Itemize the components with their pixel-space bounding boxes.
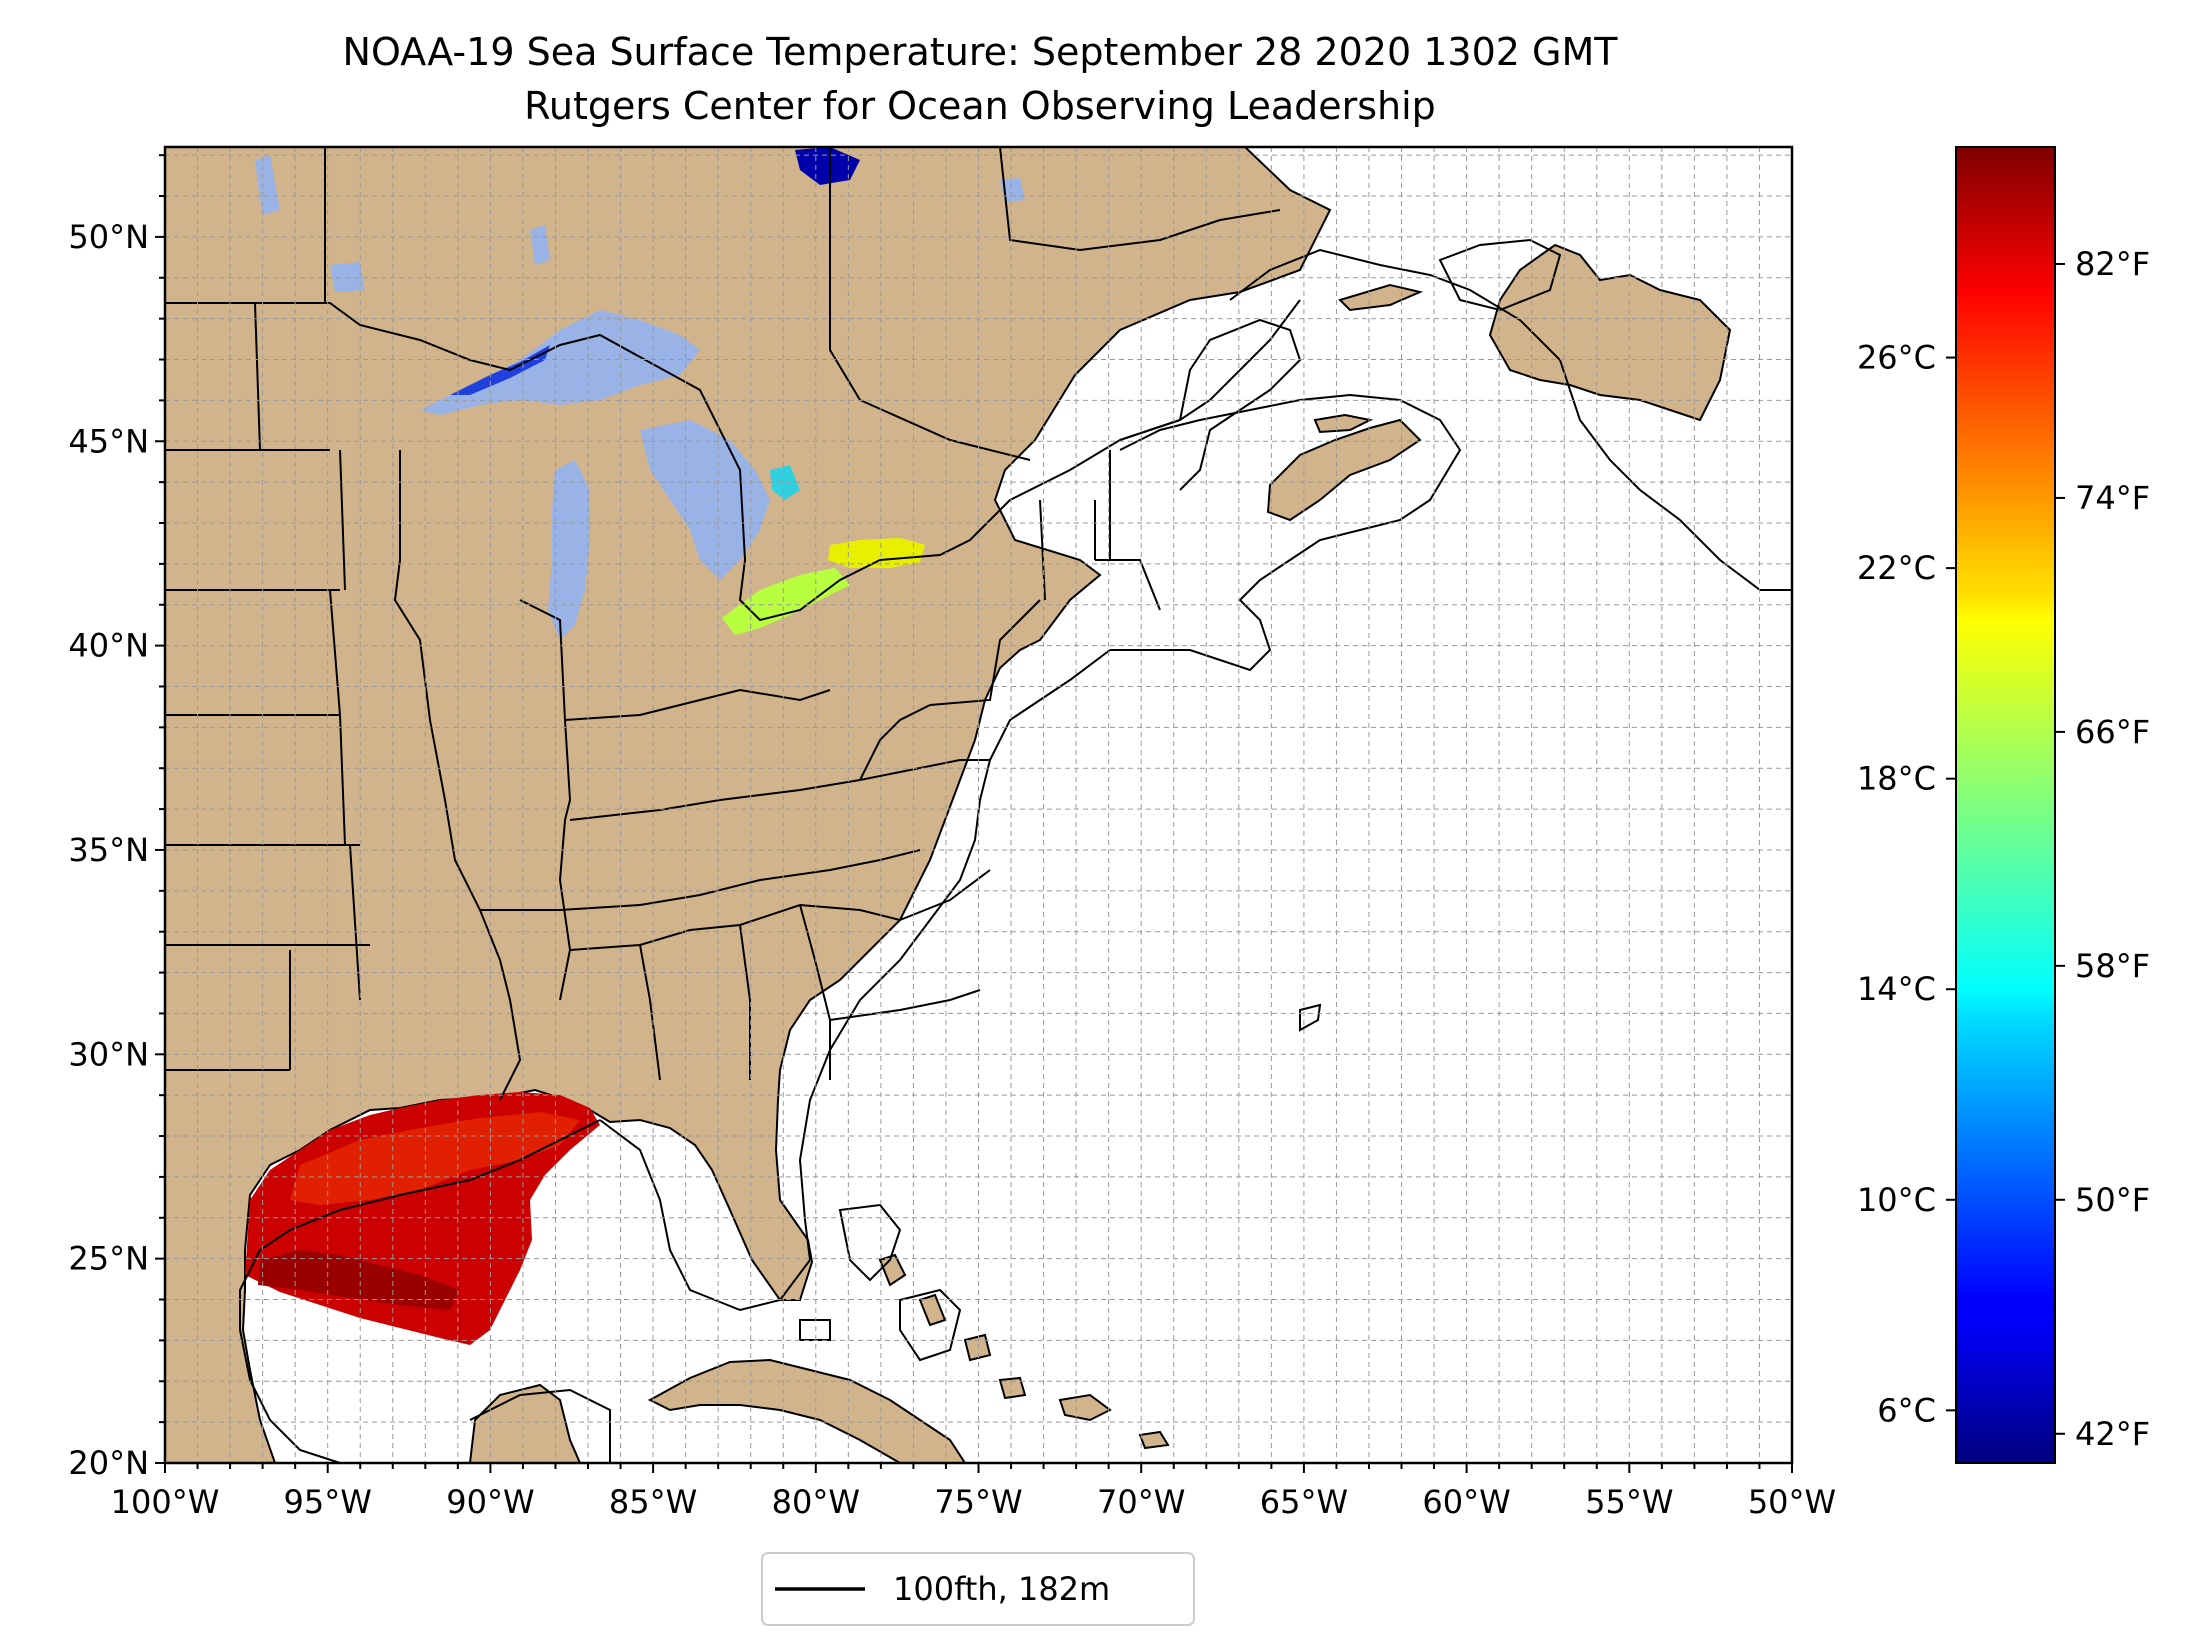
sst-hudson-bay-dark <box>795 147 860 185</box>
sst-lake-ontario <box>828 538 925 568</box>
lat-tick-label: 45°N <box>68 422 149 460</box>
colorbar-fahrenheit-labels: 42°F 50°F 58°F 66°F 74°F 82°F <box>2075 245 2150 1453</box>
lon-tick-label: 85°W <box>609 1483 697 1521</box>
sst-georgian-bay <box>770 465 800 500</box>
lake-superior <box>420 310 700 415</box>
lat-tick-label: 20°N <box>68 1444 149 1482</box>
colorbar-celsius-label: 14°C <box>1857 970 1936 1008</box>
lat-tick-label: 35°N <box>68 831 149 869</box>
lon-tick-label: 65°W <box>1260 1483 1348 1521</box>
lon-tick-label: 50°W <box>1748 1483 1836 1521</box>
map-subtitle: Rutgers Center for Ocean Observing Leade… <box>524 84 1436 128</box>
lake-winnipeg <box>255 155 280 215</box>
lake-huron <box>640 420 770 580</box>
lat-tick-label: 50°N <box>68 218 149 256</box>
land-bahamas <box>878 1253 1027 1400</box>
lon-tick-label: 80°W <box>772 1483 860 1521</box>
lat-tick-label: 25°N <box>68 1240 149 1278</box>
map-axis-ticks <box>155 154 1793 1473</box>
lake-michigan <box>548 460 590 640</box>
great-lakes <box>255 155 1025 640</box>
lon-tick-label: 75°W <box>934 1483 1022 1521</box>
land-anticosti <box>1338 283 1424 312</box>
lon-tick-label: 100°W <box>111 1483 220 1521</box>
lat-tick-label: 40°N <box>68 627 149 665</box>
map-gridlines <box>165 147 1792 1463</box>
political-borders <box>165 147 1302 1101</box>
lon-tick-labels: 100°W 95°W 90°W 85°W 80°W 75°W 70°W 65°W 60°W 55°… <box>111 1483 1837 1521</box>
colorbar-fahrenheit-label: 58°F <box>2075 947 2150 985</box>
colorbar-fahrenheit-label: 82°F <box>2075 245 2150 283</box>
map-title: NOAA-19 Sea Surface Temperature: Septemb… <box>342 30 1618 74</box>
lake-nipigon <box>530 225 550 265</box>
colorbar-celsius-label: 18°C <box>1857 760 1936 798</box>
isobath-100fth <box>239 238 1792 1463</box>
sst-lake-superior-cold <box>450 345 550 395</box>
land-hispaniola <box>1058 1393 1170 1450</box>
colorbar-fahrenheit-label: 66°F <box>2075 713 2150 751</box>
land-cuba <box>647 1358 967 1463</box>
lake-small-1 <box>330 262 365 292</box>
map-layers <box>165 147 1792 1463</box>
colorbar-celsius-labels: 6°C 10°C 14°C 18°C 22°C 26°C <box>1857 339 1936 1430</box>
lon-tick-label: 55°W <box>1585 1483 1673 1521</box>
colorbar-fahrenheit-label: 74°F <box>2075 479 2150 517</box>
legend-entry-label: 100fth, 182m <box>893 1570 1110 1608</box>
legend: 100fth, 182m <box>761 1552 1195 1626</box>
sst-lake-erie <box>722 568 850 635</box>
lat-tick-label: 30°N <box>68 1035 149 1073</box>
land-nova-scotia <box>1266 418 1422 522</box>
lon-tick-label: 95°W <box>284 1483 372 1521</box>
colorbar-fahrenheit-label: 42°F <box>2075 1415 2150 1453</box>
colorbar-celsius-label: 10°C <box>1857 1181 1936 1219</box>
lon-tick-label: 60°W <box>1422 1483 1510 1521</box>
colorbar: 6°C 10°C 14°C 18°C 22°C 26°C 42°F 50°F 58°F 66°F… <box>1857 146 2150 1464</box>
colorbar-gradient <box>1955 146 2056 1464</box>
lat-tick-labels: 20°N 25°N 30°N 35°N 40°N 45°N 50°N <box>68 218 149 1482</box>
colorbar-celsius-label: 26°C <box>1857 339 1936 377</box>
sst-overlay <box>245 147 925 1345</box>
land-pei <box>1313 413 1374 434</box>
lon-tick-label: 70°W <box>1097 1483 1185 1521</box>
colorbar-fahrenheit-label: 50°F <box>2075 1181 2150 1219</box>
legend-box <box>761 1552 1195 1626</box>
sst-gulf-darkred <box>258 1250 460 1310</box>
sst-gulf-hotspot <box>290 1112 580 1205</box>
colorbar-celsius-label: 22°C <box>1857 549 1936 587</box>
lon-tick-label: 90°W <box>446 1483 534 1521</box>
colorbar-ticks <box>1946 262 2065 1435</box>
colorbar-celsius-label: 6°C <box>1877 1391 1936 1429</box>
